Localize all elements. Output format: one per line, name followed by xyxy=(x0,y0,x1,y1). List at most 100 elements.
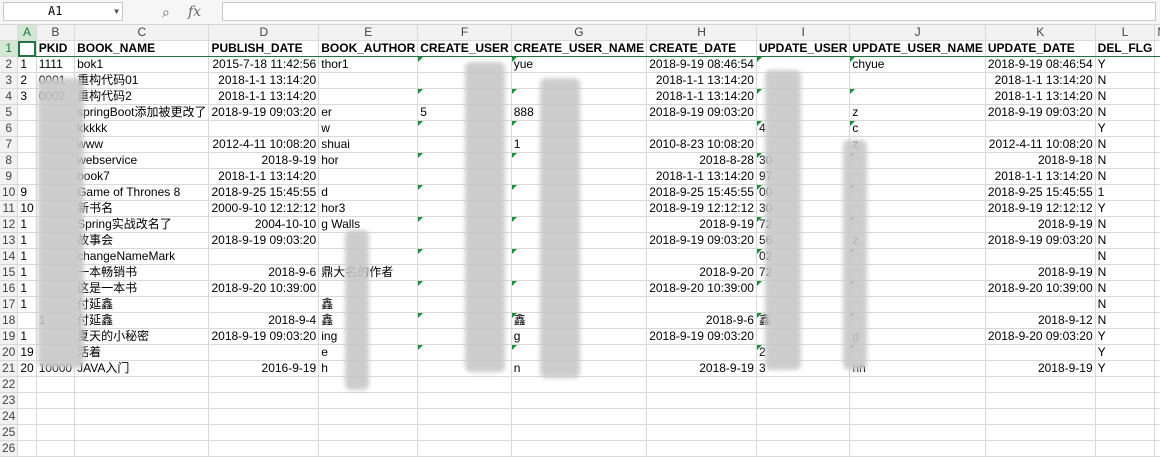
fx-icon[interactable]: fx xyxy=(188,4,202,20)
cell-e8[interactable]: hor xyxy=(318,152,419,169)
cell-e3[interactable] xyxy=(318,72,419,89)
cell-m5[interactable] xyxy=(1154,104,1160,121)
cell-h13[interactable]: 2018-9-19 09:03:20 xyxy=(646,232,757,249)
row-header[interactable]: 18 xyxy=(0,312,19,329)
cell-c21[interactable]: JAVA入门 xyxy=(74,360,210,377)
cell-a9[interactable] xyxy=(17,168,37,185)
cell-e24[interactable] xyxy=(318,408,419,425)
cell-a20[interactable]: 19 xyxy=(17,344,37,361)
cell-d13[interactable]: 2018-9-19 09:03:20 xyxy=(208,232,320,249)
cell-i22[interactable] xyxy=(756,376,851,393)
cell-a6[interactable] xyxy=(17,120,37,137)
cell-j9[interactable] xyxy=(849,168,986,185)
cell-i23[interactable] xyxy=(756,392,851,409)
cell-c25[interactable] xyxy=(74,424,210,441)
cell-c4[interactable]: 重构代码2 xyxy=(74,88,210,105)
cell-a24[interactable] xyxy=(17,408,37,425)
cell-k7[interactable]: 2012-4-11 10:08:20 xyxy=(985,136,1096,153)
cell-m23[interactable] xyxy=(1154,392,1160,409)
cell-m20[interactable] xyxy=(1154,344,1160,361)
cell-m6[interactable] xyxy=(1154,120,1160,137)
cell-d17[interactable] xyxy=(208,296,320,313)
cell-k1[interactable]: UPDATE_DATE xyxy=(985,40,1096,57)
cell-f26[interactable] xyxy=(417,440,512,457)
cell-a25[interactable] xyxy=(17,424,37,441)
cell-a17[interactable]: 1 xyxy=(17,296,37,313)
cell-j26[interactable] xyxy=(849,440,986,457)
cell-e11[interactable]: hor3 xyxy=(318,200,419,217)
cell-c20[interactable]: 活着 xyxy=(74,344,210,361)
column-header-e[interactable]: E xyxy=(318,25,419,41)
row-header[interactable]: 17 xyxy=(0,296,19,313)
cell-k12[interactable]: 2018-9-19 xyxy=(985,216,1096,233)
column-header-l[interactable]: L xyxy=(1095,25,1156,41)
cell-k15[interactable]: 2018-9-19 xyxy=(985,264,1096,281)
row-header[interactable]: 6 xyxy=(0,120,19,137)
cell-h17[interactable] xyxy=(646,296,757,313)
cell-c1[interactable]: BOOK_NAME xyxy=(74,40,210,57)
cell-l6[interactable]: Y xyxy=(1095,120,1156,137)
cell-h21[interactable]: 2018-9-19 xyxy=(646,360,757,377)
cell-c12[interactable]: Spring实战改名了 xyxy=(74,216,210,233)
cell-g24[interactable] xyxy=(511,408,648,425)
column-header-k[interactable]: K xyxy=(985,25,1096,41)
cell-d12[interactable]: 2004-10-10 xyxy=(208,216,320,233)
row-header[interactable]: 1 xyxy=(0,40,19,57)
cell-l1[interactable]: DEL_FLG xyxy=(1095,40,1156,57)
cell-m18[interactable] xyxy=(1154,312,1160,329)
column-header-d[interactable]: D xyxy=(208,25,320,41)
cell-d8[interactable]: 2018-9-19 xyxy=(208,152,320,169)
row-header[interactable]: 12 xyxy=(0,216,19,233)
cell-d5[interactable]: 2018-9-19 09:03:20 xyxy=(208,104,320,121)
column-header-j[interactable]: J xyxy=(849,25,986,41)
cell-d6[interactable] xyxy=(208,120,320,137)
cell-d11[interactable]: 2000-9-10 12:12:12 xyxy=(208,200,320,217)
cell-a12[interactable]: 1 xyxy=(17,216,37,233)
cell-k16[interactable]: 2018-9-20 10:39:00 xyxy=(985,280,1096,297)
cell-k4[interactable]: 2018-1-1 13:14:20 xyxy=(985,88,1096,105)
row-header[interactable]: 26 xyxy=(0,440,19,457)
cell-b23[interactable] xyxy=(36,392,76,409)
cell-b24[interactable] xyxy=(36,408,76,425)
cell-j11[interactable] xyxy=(849,200,986,217)
cell-h16[interactable]: 2018-9-20 10:39:00 xyxy=(646,280,757,297)
cell-c18[interactable]: 付延鑫 xyxy=(74,312,210,329)
cell-e6[interactable]: w xyxy=(318,120,419,137)
cell-d21[interactable]: 2016-9-19 xyxy=(208,360,320,377)
cell-a7[interactable] xyxy=(17,136,37,153)
column-header-a[interactable]: A xyxy=(17,25,37,41)
cell-e9[interactable] xyxy=(318,168,419,185)
cell-d4[interactable]: 2018-1-1 13:14:20 xyxy=(208,88,320,105)
cell-j18[interactable] xyxy=(849,312,986,329)
cell-m22[interactable] xyxy=(1154,376,1160,393)
cell-a19[interactable]: 1 xyxy=(17,328,37,345)
cell-m12[interactable] xyxy=(1154,216,1160,233)
cell-m3[interactable] xyxy=(1154,72,1160,89)
cell-l23[interactable] xyxy=(1095,392,1156,409)
column-header-m[interactable]: M xyxy=(1154,25,1160,41)
row-header[interactable]: 4 xyxy=(0,88,19,105)
cell-d23[interactable] xyxy=(208,392,320,409)
row-header[interactable]: 20 xyxy=(0,344,19,361)
cell-f24[interactable] xyxy=(417,408,512,425)
cell-d14[interactable] xyxy=(208,248,320,265)
cell-h24[interactable] xyxy=(646,408,757,425)
cell-k9[interactable]: 2018-1-1 13:14:20 xyxy=(985,168,1096,185)
cell-l4[interactable]: N xyxy=(1095,88,1156,105)
cell-m15[interactable] xyxy=(1154,264,1160,281)
cell-j4[interactable] xyxy=(849,88,986,105)
cell-k20[interactable] xyxy=(985,344,1096,361)
cell-h19[interactable]: 2018-9-19 09:03:20 xyxy=(646,328,757,345)
cell-l10[interactable]: 1 xyxy=(1095,184,1156,201)
magnify-icon[interactable]: ⌕ xyxy=(162,4,170,20)
cell-j6[interactable]: c xyxy=(849,120,986,137)
cell-a16[interactable]: 1 xyxy=(17,280,37,297)
cell-l21[interactable]: Y xyxy=(1095,360,1156,377)
cell-a22[interactable] xyxy=(17,376,37,393)
cell-m8[interactable] xyxy=(1154,152,1160,169)
cell-h5[interactable]: 2018-9-19 09:03:20 xyxy=(646,104,757,121)
row-header[interactable]: 5 xyxy=(0,104,19,121)
cell-e4[interactable] xyxy=(318,88,419,105)
cell-l26[interactable] xyxy=(1095,440,1156,457)
cell-h22[interactable] xyxy=(646,376,757,393)
